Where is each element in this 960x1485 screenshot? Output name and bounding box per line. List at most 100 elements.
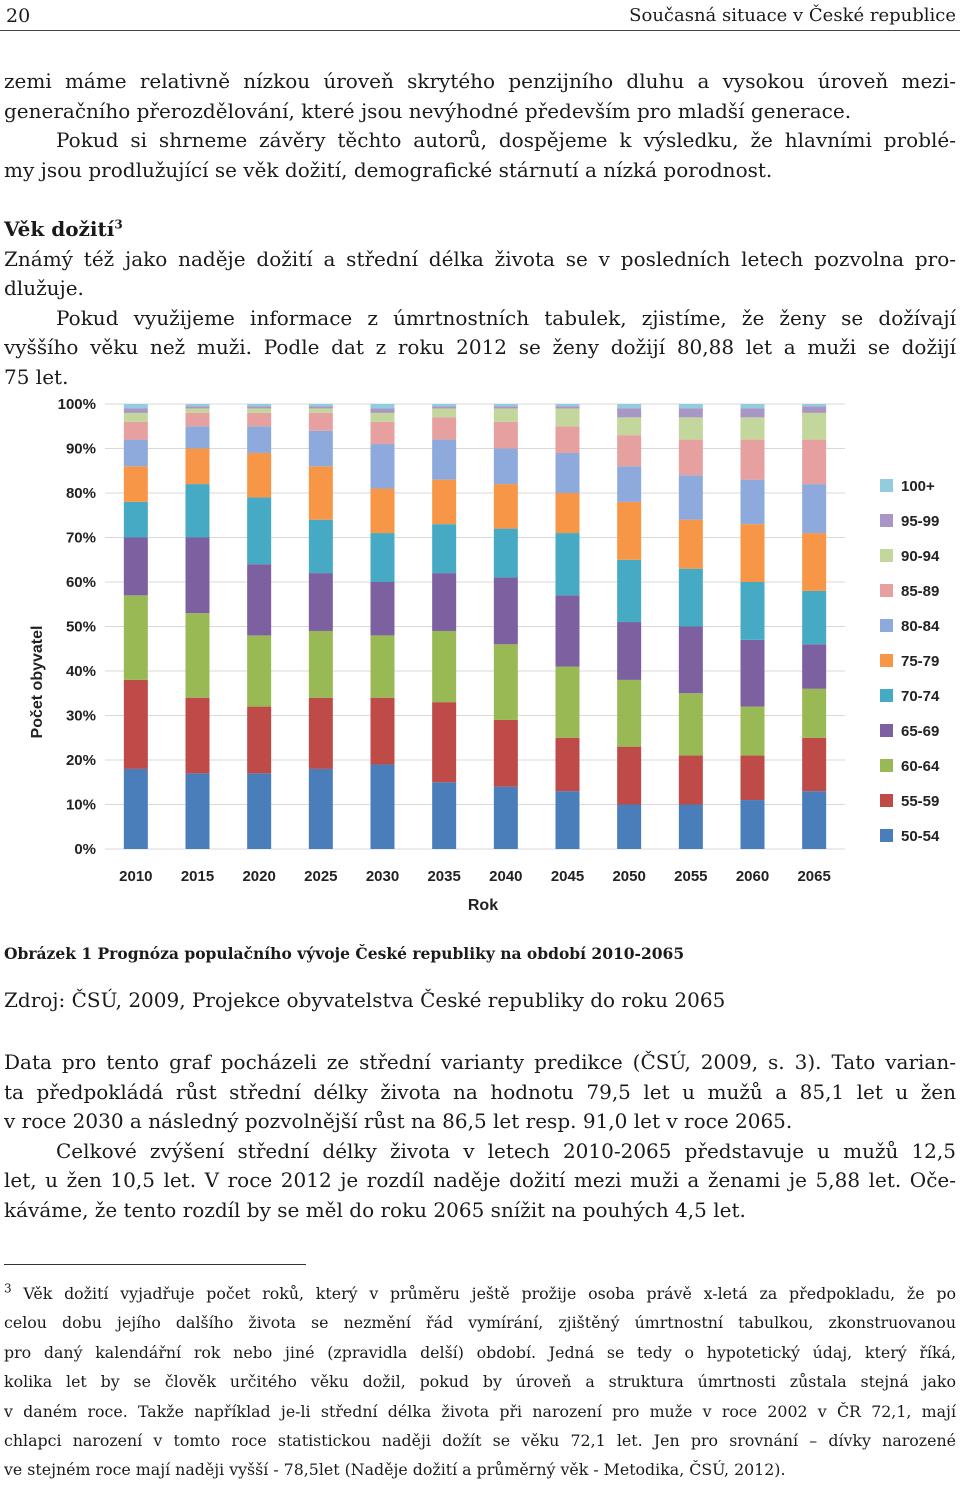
bar-segment-85-89 bbox=[185, 412, 210, 427]
bar-segment-55-59 bbox=[617, 746, 642, 805]
bar-segment-75-79 bbox=[493, 484, 518, 529]
bar-segment-80-84 bbox=[308, 430, 333, 467]
bar-segment-85-89 bbox=[493, 421, 518, 449]
bar-segment-85-89 bbox=[740, 439, 765, 480]
bar-segment-100+ bbox=[493, 404, 518, 407]
bar-segment-95-99 bbox=[555, 406, 580, 409]
bar-segment-80-84 bbox=[740, 479, 765, 525]
footnote-divider bbox=[4, 1264, 306, 1265]
footnote-line: kolika let by se člověk určitého věku do… bbox=[4, 1372, 956, 1392]
text-line: let, u žen 10,5 let. V roce 2012 je rozd… bbox=[4, 1168, 956, 1192]
text-line: vyššího věku než muži. Podle dat z roku … bbox=[4, 335, 956, 359]
y-tick-label: 40% bbox=[66, 663, 96, 680]
bar-segment-60-64 bbox=[802, 688, 827, 738]
bar-segment-100+ bbox=[617, 404, 642, 409]
section-vek-doziti: Věk dožití3 Známý též jako naděje dožití… bbox=[4, 215, 956, 392]
legend-label: 75-79 bbox=[901, 653, 939, 670]
bar-segment-70-74 bbox=[678, 568, 703, 627]
bar-segment-80-84 bbox=[555, 452, 580, 493]
bar-segment-90-94 bbox=[493, 408, 518, 422]
text-line: Známý též jako naděje dožití a střední d… bbox=[4, 246, 956, 271]
x-tick-label: 2015 bbox=[181, 868, 214, 885]
legend-label: 85-89 bbox=[901, 583, 939, 600]
footnote-line: ve stejném roce mají naději vyšší - 78,5… bbox=[4, 1460, 786, 1480]
legend-swatch bbox=[880, 689, 893, 702]
bar-segment-95-99 bbox=[247, 406, 272, 409]
bar-segment-95-99 bbox=[432, 406, 457, 409]
bar-segment-100+ bbox=[247, 404, 272, 407]
y-tick-label: 10% bbox=[66, 797, 96, 814]
legend-label: 60-64 bbox=[901, 758, 940, 775]
bar-segment-95-99 bbox=[370, 408, 395, 413]
bar-segment-50-54 bbox=[740, 800, 765, 849]
bar-segment-65-69 bbox=[432, 573, 457, 631]
bar-segment-65-69 bbox=[370, 582, 395, 636]
bar-segment-70-74 bbox=[123, 501, 148, 538]
bar-segment-50-54 bbox=[617, 804, 642, 849]
legend-swatch bbox=[880, 619, 893, 632]
figure-caption: Obrázek 1 Prognóza populačního vývoje Če… bbox=[4, 944, 685, 963]
y-tick-label: 70% bbox=[66, 530, 96, 547]
running-title: Současná situace v České republice bbox=[629, 5, 956, 26]
bar-segment-100+ bbox=[308, 404, 333, 407]
bar-segment-55-59 bbox=[308, 697, 333, 769]
y-tick-label: 30% bbox=[66, 708, 96, 725]
y-tick-label: 90% bbox=[66, 441, 96, 458]
bar-segment-55-59 bbox=[555, 737, 580, 792]
bar-segment-65-69 bbox=[308, 573, 333, 631]
y-tick-label: 0% bbox=[74, 841, 96, 858]
x-tick-label: 2035 bbox=[427, 868, 460, 885]
bar-segment-85-89 bbox=[617, 435, 642, 467]
bar-segment-100+ bbox=[370, 404, 395, 409]
bar-segment-100+ bbox=[185, 404, 210, 407]
page-number: 20 bbox=[6, 5, 31, 27]
y-axis-label: Počet obyvatel bbox=[29, 626, 46, 739]
bar-series bbox=[123, 404, 827, 849]
footnote-line: pro daný kalendářní rok nebo jiné (zprav… bbox=[4, 1342, 956, 1362]
bar-segment-100+ bbox=[123, 404, 148, 409]
x-tick-label: 2025 bbox=[304, 868, 337, 885]
bar-segment-60-64 bbox=[617, 679, 642, 747]
bar-segment-50-54 bbox=[555, 791, 580, 849]
y-tick-labels: 0% 10% 20% 30% 40% 50% 60% 70% 80% 90% 100% bbox=[58, 396, 96, 858]
bar-segment-60-64 bbox=[678, 693, 703, 756]
text-line: Data pro tento graf pocházeli ze střední… bbox=[4, 1050, 956, 1074]
bar-segment-50-54 bbox=[247, 773, 272, 849]
bar-segment-65-69 bbox=[617, 622, 642, 680]
footnote-line: chlapci narození v tomto roce statistick… bbox=[4, 1430, 956, 1450]
bar-segment-55-59 bbox=[185, 697, 210, 774]
legend-label: 70-74 bbox=[901, 688, 940, 705]
bar-segment-70-74 bbox=[740, 582, 765, 640]
bar-segment-75-79 bbox=[802, 533, 827, 591]
x-tick-label: 2050 bbox=[612, 868, 645, 885]
bar-segment-65-69 bbox=[802, 644, 827, 689]
population-chart: 0%10%20%30%40%50%60%70%80%90%100% 2010 20… bbox=[29, 396, 940, 914]
bar-segment-65-69 bbox=[247, 564, 272, 636]
bar-segment-70-74 bbox=[247, 497, 272, 565]
legend-label: 95-99 bbox=[901, 513, 939, 530]
bar-segment-95-99 bbox=[123, 408, 148, 413]
footnote-line: 3 Věk dožití vyjadřuje počet roků, který… bbox=[4, 1279, 956, 1308]
text-line: káváme, že tento rozdíl by se měl do rok… bbox=[4, 1197, 746, 1222]
bar-segment-60-64 bbox=[370, 635, 395, 698]
bar-segment-80-84 bbox=[617, 466, 642, 502]
bar-segment-55-59 bbox=[740, 755, 765, 801]
bar-segment-90-94 bbox=[432, 408, 457, 418]
bar-segment-65-69 bbox=[555, 595, 580, 667]
bar-segment-80-84 bbox=[678, 475, 703, 520]
text-line: Pokud využijeme informace z úmrtnostních… bbox=[56, 305, 956, 330]
bar-segment-55-59 bbox=[247, 706, 272, 774]
footnote-ref[interactable]: 3 bbox=[114, 217, 123, 232]
bar-segment-80-84 bbox=[432, 439, 457, 480]
bar-segment-70-74 bbox=[370, 533, 395, 582]
bar-segment-85-89 bbox=[370, 421, 395, 445]
section-heading: Věk dožití3 bbox=[4, 215, 956, 245]
bar-segment-65-69 bbox=[123, 537, 148, 596]
legend-label: 90-94 bbox=[901, 548, 940, 565]
bar-segment-55-59 bbox=[432, 702, 457, 783]
bar-segment-90-94 bbox=[247, 408, 272, 413]
bar-segment-50-54 bbox=[370, 764, 395, 849]
legend-swatch bbox=[880, 514, 893, 527]
page-header: 20 Současná situace v České republice bbox=[0, 0, 960, 31]
bar-segment-95-99 bbox=[617, 408, 642, 418]
